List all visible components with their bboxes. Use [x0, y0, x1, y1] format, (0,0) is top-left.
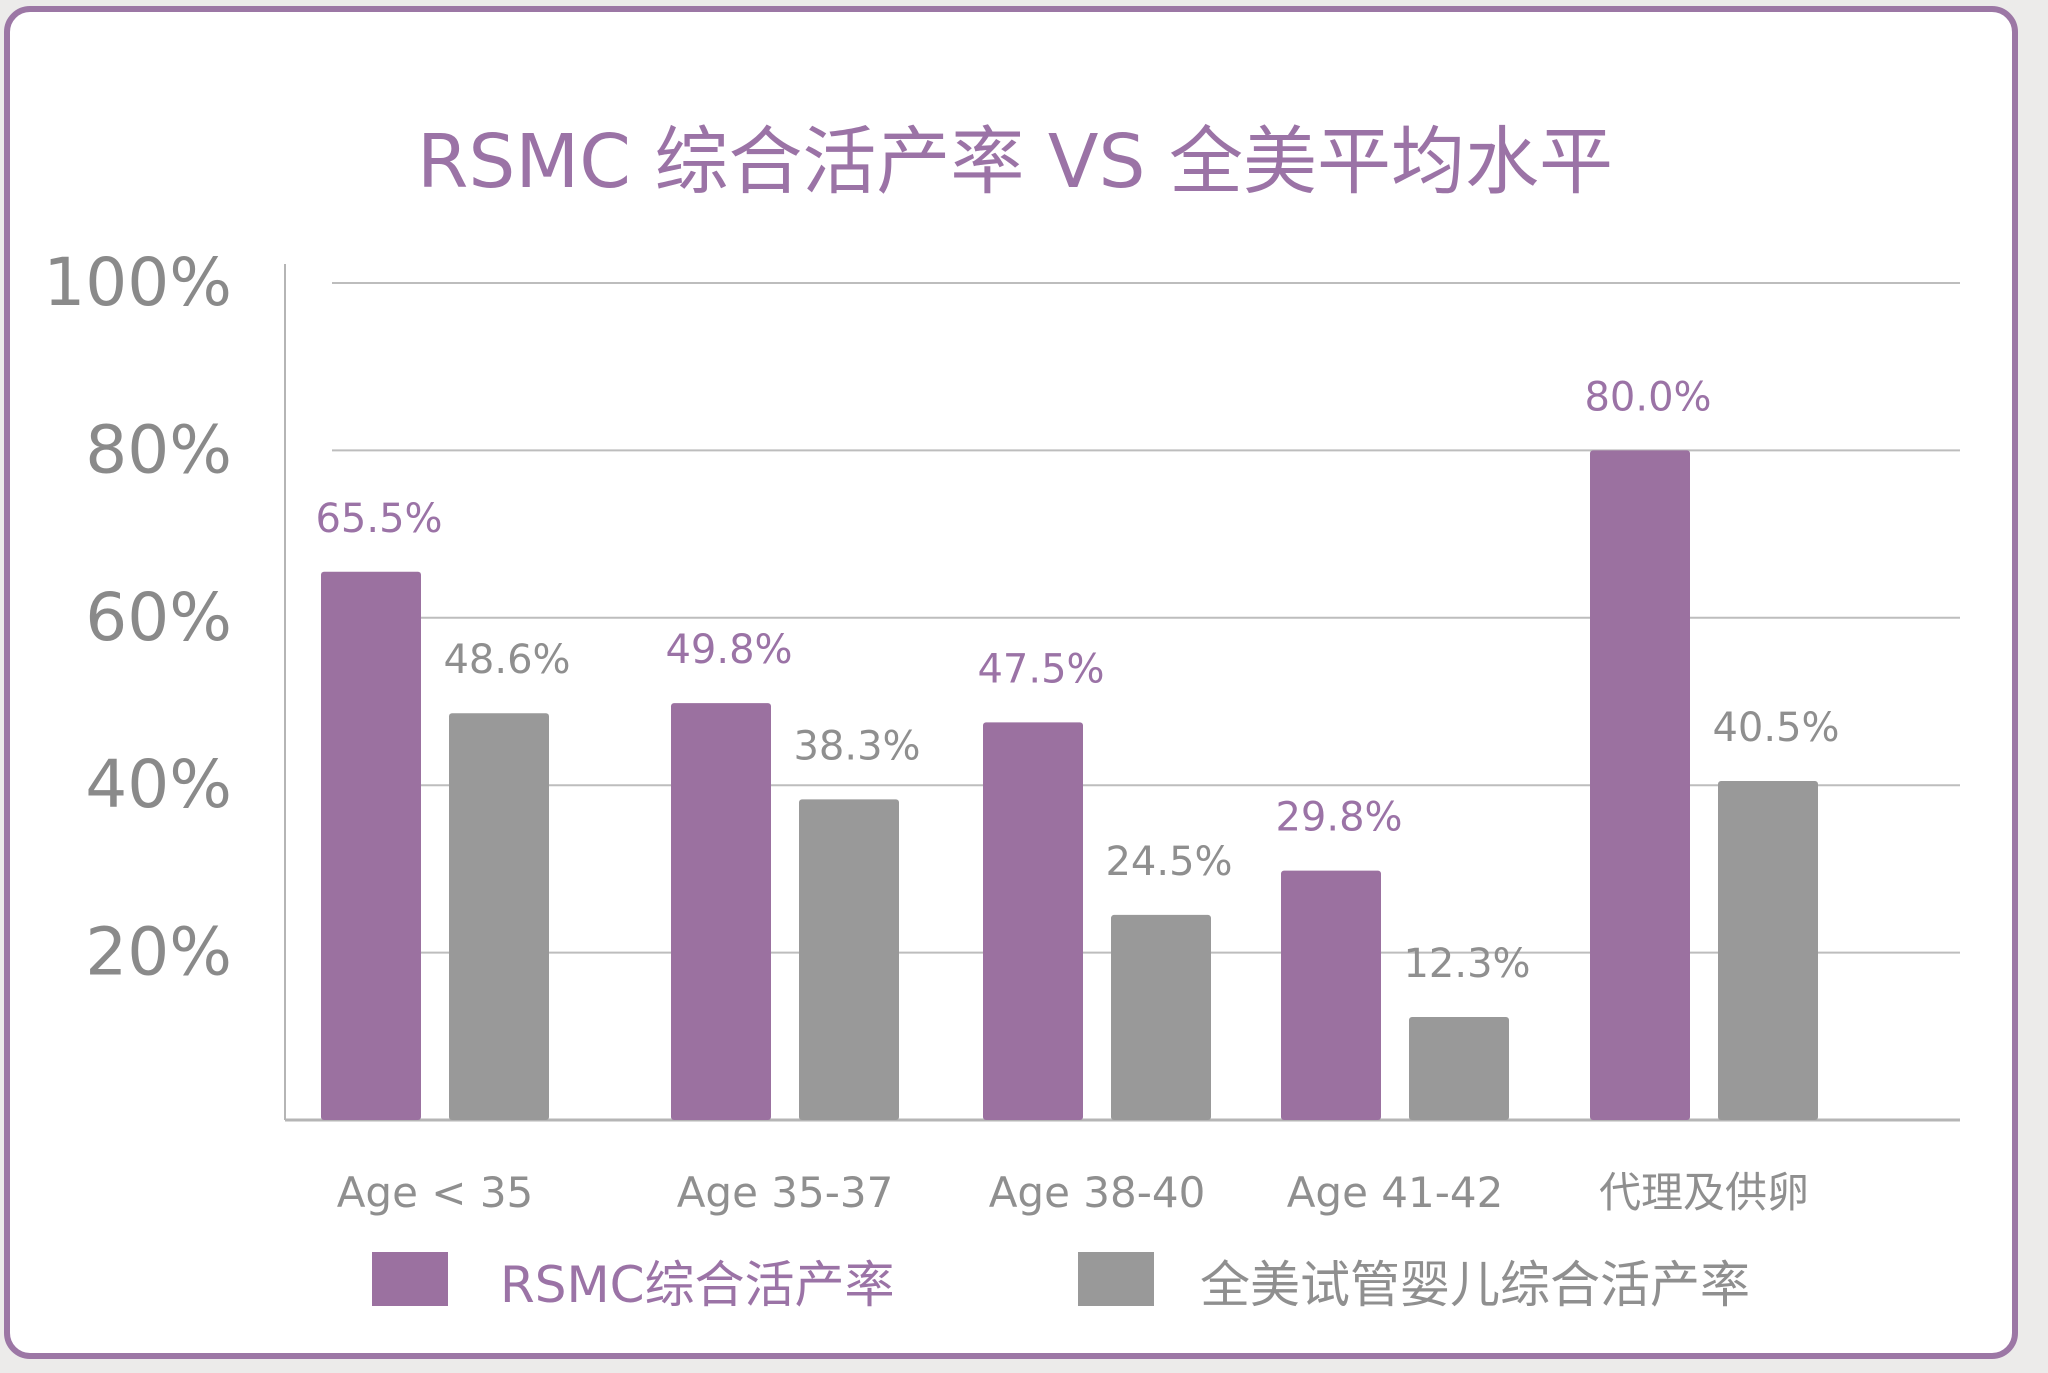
data-label: 38.3%	[793, 723, 920, 769]
data-label: 47.5%	[977, 646, 1104, 692]
bar-us-average	[1111, 914, 1211, 1120]
bar-rsmc	[1281, 870, 1381, 1120]
y-axis-ticks: 20% 40% 60% 80% 100%	[43, 244, 232, 991]
x-tick-label: Age < 35	[337, 1168, 534, 1217]
data-labels: 65.5% 48.6% 49.8% 38.3% 47.5% 24.5% 29.8% 12.3%…	[315, 374, 1839, 987]
bar-us-average	[1718, 781, 1818, 1120]
data-label: 80.0%	[1584, 374, 1711, 420]
y-tick-label: 100%	[43, 244, 232, 321]
bar-us-average	[449, 713, 549, 1120]
x-tick-label: 代理及供卵	[1599, 1168, 1809, 1217]
bar-rsmc	[671, 703, 771, 1120]
x-tick-label: Age 41-42	[1287, 1168, 1504, 1217]
legend-swatch	[1078, 1252, 1154, 1306]
data-label: 49.8%	[665, 627, 792, 673]
legend: RSMC综合活产率 全美试管婴儿综合活产率	[372, 1252, 1750, 1314]
bars	[321, 450, 1818, 1120]
chart-title: RSMC 综合活产率 VS 全美平均水平	[417, 119, 1613, 205]
data-label: 29.8%	[1275, 795, 1402, 841]
legend-label: RSMC综合活产率	[500, 1256, 895, 1314]
y-tick-label: 80%	[85, 411, 232, 488]
x-tick-label: Age 38-40	[989, 1168, 1206, 1217]
bar-us-average	[1409, 1017, 1509, 1120]
y-tick-label: 60%	[85, 579, 232, 656]
y-tick-label: 40%	[85, 746, 232, 823]
data-label: 48.6%	[443, 637, 570, 683]
x-axis-ticks: Age < 35 Age 35-37 Age 38-40 Age 41-42 代理及供卵	[337, 1168, 1809, 1217]
bar-rsmc	[1590, 450, 1690, 1120]
data-label: 65.5%	[315, 496, 442, 542]
data-label: 24.5%	[1105, 839, 1232, 885]
chart-card: RSMC 综合活产率 VS 全美平均水平 20% 40% 60% 80% 100% 65…	[4, 6, 2018, 1359]
data-label: 12.3%	[1403, 941, 1530, 987]
bar-chart: RSMC 综合活产率 VS 全美平均水平 20% 40% 60% 80% 100% 65…	[43, 119, 1960, 1314]
data-label: 40.5%	[1712, 705, 1839, 751]
x-tick-label: Age 35-37	[677, 1168, 894, 1217]
legend-swatch	[372, 1252, 448, 1306]
y-tick-label: 20%	[85, 914, 232, 991]
bar-rsmc	[321, 571, 421, 1120]
bar-rsmc	[983, 722, 1083, 1120]
legend-label: 全美试管婴儿综合活产率	[1200, 1256, 1750, 1314]
bar-us-average	[799, 799, 899, 1120]
